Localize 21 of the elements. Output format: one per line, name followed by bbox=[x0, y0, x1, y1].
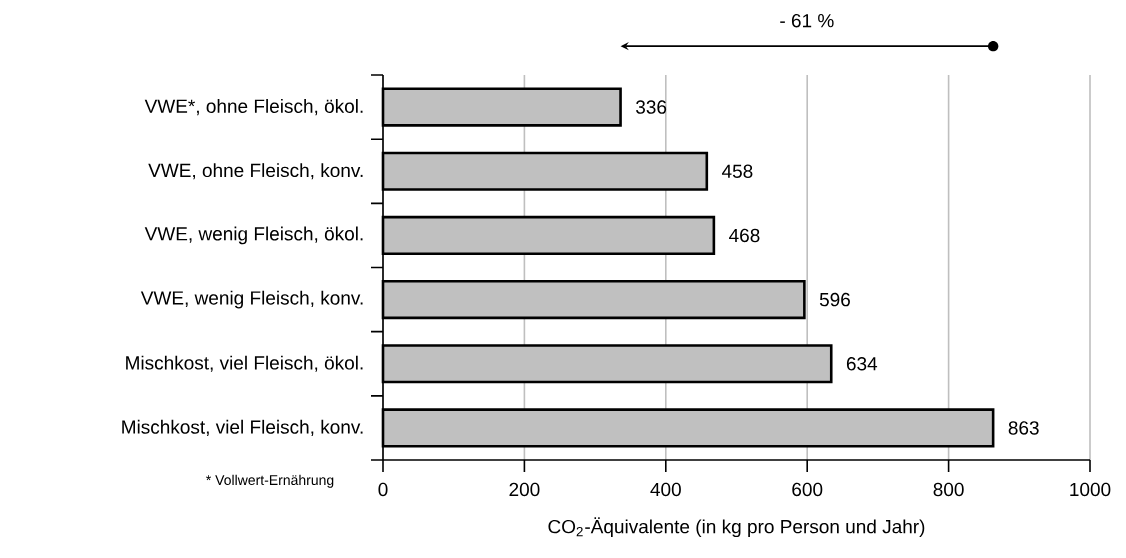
y-tick-label: VWE, ohne Fleisch, konv. bbox=[148, 163, 363, 180]
y-tick-label: VWE, wenig Fleisch, konv. bbox=[140, 290, 363, 309]
y-tick-label: Mischkost, viel Fleisch, ökol. bbox=[126, 355, 363, 372]
y-tick-label: VWE*, ohne Fleisch, ökol. bbox=[144, 98, 363, 116]
data-label: 634 bbox=[846, 357, 878, 371]
x-tick-label: 600 bbox=[792, 482, 823, 497]
data-label: 468 bbox=[729, 228, 760, 243]
y-tick-label: Mischkost, viel Fleisch, konv. bbox=[122, 419, 363, 437]
data-label: 863 bbox=[1008, 421, 1039, 435]
data-label: 336 bbox=[636, 100, 667, 114]
text: * Vollwert-Ernährung bbox=[206, 474, 334, 488]
data-label: 458 bbox=[721, 164, 753, 178]
x-tick-label: 400 bbox=[650, 482, 681, 497]
x-axis-title: CO$_{2}$-Äquivalente (in kg pro Person und Jahr) bbox=[548, 517, 925, 538]
x-tick-label: 200 bbox=[509, 482, 540, 497]
data-label: 596 bbox=[819, 292, 850, 307]
y-tick-label: VWE, wenig Fleisch, ökol. bbox=[144, 226, 363, 245]
x-tick-label: 800 bbox=[933, 482, 964, 497]
text: - 61 % bbox=[780, 13, 834, 28]
x-tick-label: 0 bbox=[378, 482, 388, 497]
x-tick-label: 1000 bbox=[1070, 482, 1111, 497]
